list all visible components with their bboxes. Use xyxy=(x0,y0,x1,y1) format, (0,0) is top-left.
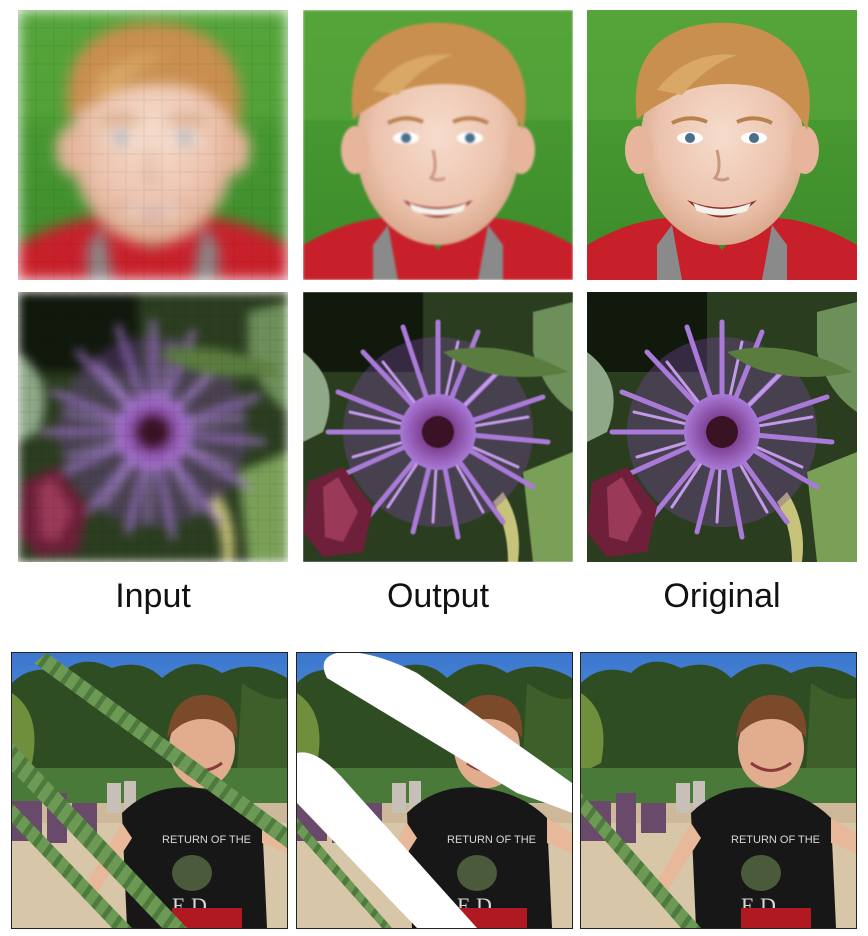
caption-output: Output xyxy=(386,577,490,615)
output-boy-inpaint-mask xyxy=(297,653,572,928)
original-boy xyxy=(581,653,856,928)
output-flower xyxy=(303,292,573,562)
output-face xyxy=(303,10,573,280)
input-face-pixelated xyxy=(18,10,288,280)
input-boy-with-rope xyxy=(12,653,287,928)
input-flower-pixelated xyxy=(18,292,288,562)
caption-original: Original xyxy=(663,577,781,615)
original-face xyxy=(587,10,857,280)
original-flower xyxy=(587,292,857,562)
caption-input: Input xyxy=(115,577,191,615)
